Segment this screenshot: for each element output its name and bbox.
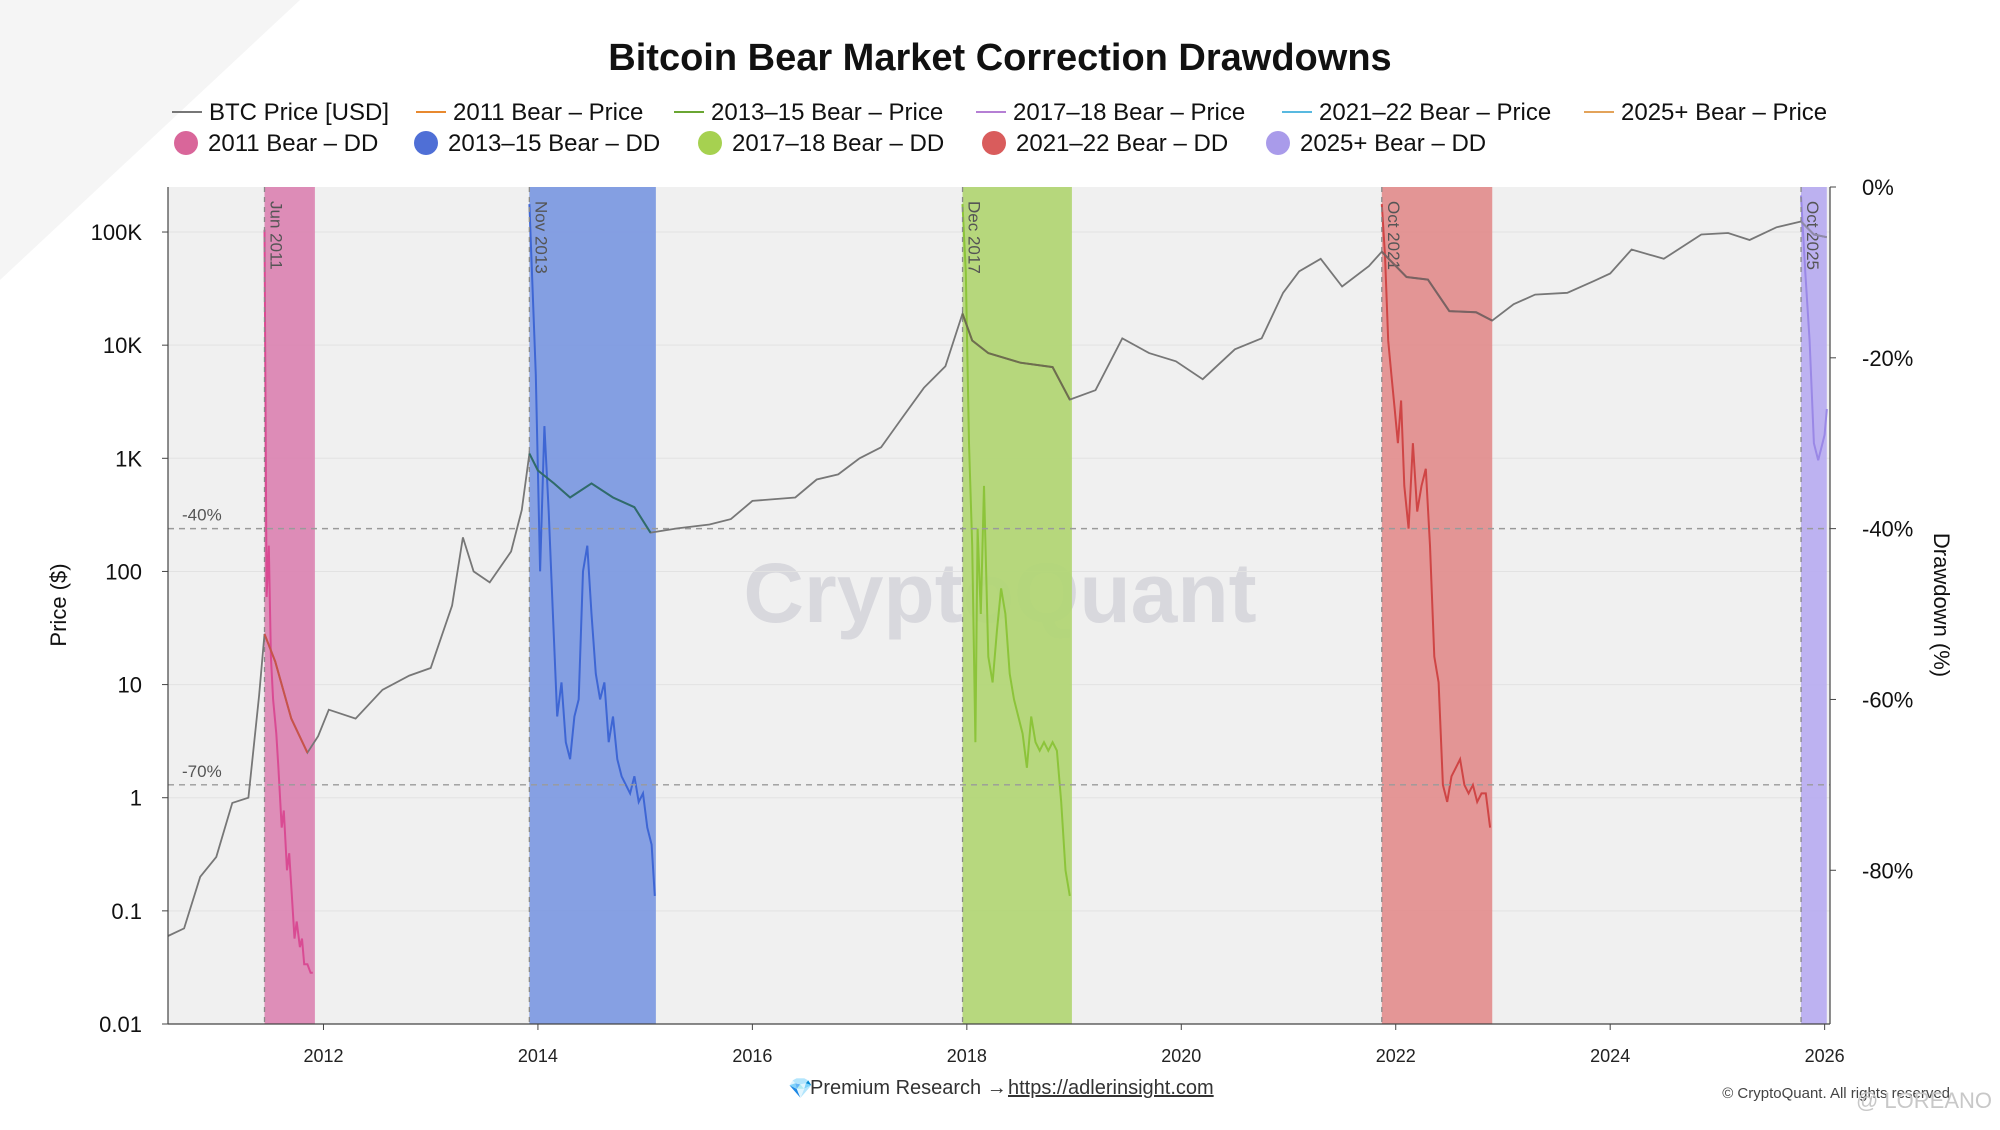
legend-entry: 2013–15 Bear – DD — [448, 130, 660, 157]
legend: BTC Price [USD] 2011 Bear – Price 2013–15 … — [172, 99, 1827, 157]
bear-dd-area — [1801, 187, 1827, 461]
bear-start-label: Dec 2017 — [965, 201, 984, 274]
bear-start-label: Oct 2025 — [1803, 201, 1822, 270]
y-tick-label-left: 0.1 — [111, 899, 142, 924]
bear-price-line — [961, 313, 1071, 401]
btc-price-line — [167, 220, 1827, 937]
legend-entry: 2011 Bear – Price — [453, 99, 643, 126]
page-background — [0, 0, 300, 280]
y-tick-label-left: 100 — [105, 559, 142, 584]
x-tick-label: 2024 — [1590, 1046, 1630, 1066]
bear-shades — [263, 187, 1828, 1024]
legend-entry: 2013–15 Bear – Price — [711, 99, 943, 126]
y-axis-left-label: Price ($) — [46, 563, 71, 646]
legend-entry: 2017–18 Bear – DD — [732, 130, 944, 157]
legend-entry: 2011 Bear – DD — [208, 130, 378, 157]
axes: 0.01 0.1 1 10 100 1K 10K 100K 0% -20% -40% -60% -80%… — [91, 175, 1914, 1066]
footer: 💎 Premium Research → https://adlerinsigh… — [788, 1077, 1992, 1113]
x-tick-label: 2022 — [1376, 1046, 1416, 1066]
background-corner-shape — [0, 0, 300, 280]
chart-title: Bitcoin Bear Market Correction Drawdowns — [608, 37, 1391, 79]
y-axis-right-label: Drawdown (%) — [1929, 533, 1954, 677]
bear-dd-line — [263, 229, 313, 974]
legend-entry: 2017–18 Bear – Price — [1013, 99, 1245, 126]
x-tick-label: 2014 — [518, 1046, 558, 1066]
x-tick-label: 2018 — [947, 1046, 987, 1066]
reference-line-label: -70% — [182, 762, 222, 781]
bear-price-line — [1800, 220, 1828, 239]
x-tick-label: 2026 — [1805, 1046, 1845, 1066]
y-tick-label-left: 1K — [115, 446, 142, 471]
legend-swatch-dot — [174, 131, 198, 155]
copyright-text: © CryptoQuant. All rights reserved — [1722, 1085, 1950, 1102]
y-tick-label-right: 0% — [1862, 175, 1894, 200]
bear-shade-band — [1801, 187, 1827, 1024]
bear-dd-line — [528, 204, 656, 896]
bear-shade-band — [1381, 187, 1493, 1024]
y-tick-label-left: 100K — [91, 220, 143, 245]
reference-lines: -40% -70% — [168, 506, 1830, 786]
bear-start-label: Oct 2021 — [1384, 201, 1403, 270]
legend-swatch-dot — [414, 131, 438, 155]
legend-swatch-dot — [698, 131, 722, 155]
bear-shade-band — [529, 187, 656, 1024]
bear-start-label: Nov 2013 — [531, 201, 550, 274]
reference-line-label: -40% — [182, 506, 222, 525]
diamond-icon: 💎 — [788, 1078, 813, 1100]
bear-dd-area — [1381, 187, 1491, 828]
y-tick-label-right: -20% — [1862, 346, 1913, 371]
legend-entry: BTC Price [USD] — [209, 99, 389, 126]
bear-dd-line — [1800, 195, 1828, 461]
btc-price-series — [167, 220, 1828, 937]
bear-dd-area — [962, 187, 1070, 896]
premium-research-link[interactable]: https://adlerinsight.com — [1008, 1077, 1214, 1099]
legend-entry: 2021–22 Bear – DD — [1016, 130, 1228, 157]
bear-dd-area — [529, 187, 655, 896]
overlay-handle: @ LOREANO — [1856, 1088, 1992, 1113]
bear-price-line — [1381, 251, 1493, 322]
bear-price-line — [528, 453, 652, 534]
y-tick-label-right: -60% — [1862, 687, 1913, 712]
y-tick-label-left: 1 — [130, 786, 142, 811]
bear-dd-line — [961, 204, 1071, 897]
legend-swatch-dot — [982, 131, 1006, 155]
x-tick-label: 2016 — [732, 1046, 772, 1066]
legend-entry: 2021–22 Bear – Price — [1319, 99, 1551, 126]
legend-entry: 2025+ Bear – Price — [1621, 99, 1827, 126]
legend-swatch-dot — [1266, 131, 1290, 155]
y-tick-label-left: 10K — [103, 333, 142, 358]
bear-dd-area — [264, 187, 313, 973]
x-tick-label: 2012 — [303, 1046, 343, 1066]
y-tick-label-left: 0.01 — [99, 1012, 142, 1037]
y-tick-label-right: -40% — [1862, 517, 1913, 542]
y-tick-label-right: -80% — [1862, 858, 1913, 883]
bear-start-markers: Jun 2011 Nov 2013 Dec 2017 Oct 2021 Oct 2025 — [263, 187, 1822, 1024]
x-tick-label: 2020 — [1161, 1046, 1201, 1066]
bear-shade-band — [264, 187, 315, 1024]
y-tick-label-left: 10 — [118, 673, 142, 698]
bear-price-line — [263, 633, 309, 754]
premium-research-label: Premium Research → — [810, 1077, 1007, 1099]
bear-start-label: Jun 2011 — [267, 201, 286, 270]
bear-dd-line — [1380, 204, 1492, 828]
legend-entry: 2025+ Bear – DD — [1300, 130, 1486, 157]
